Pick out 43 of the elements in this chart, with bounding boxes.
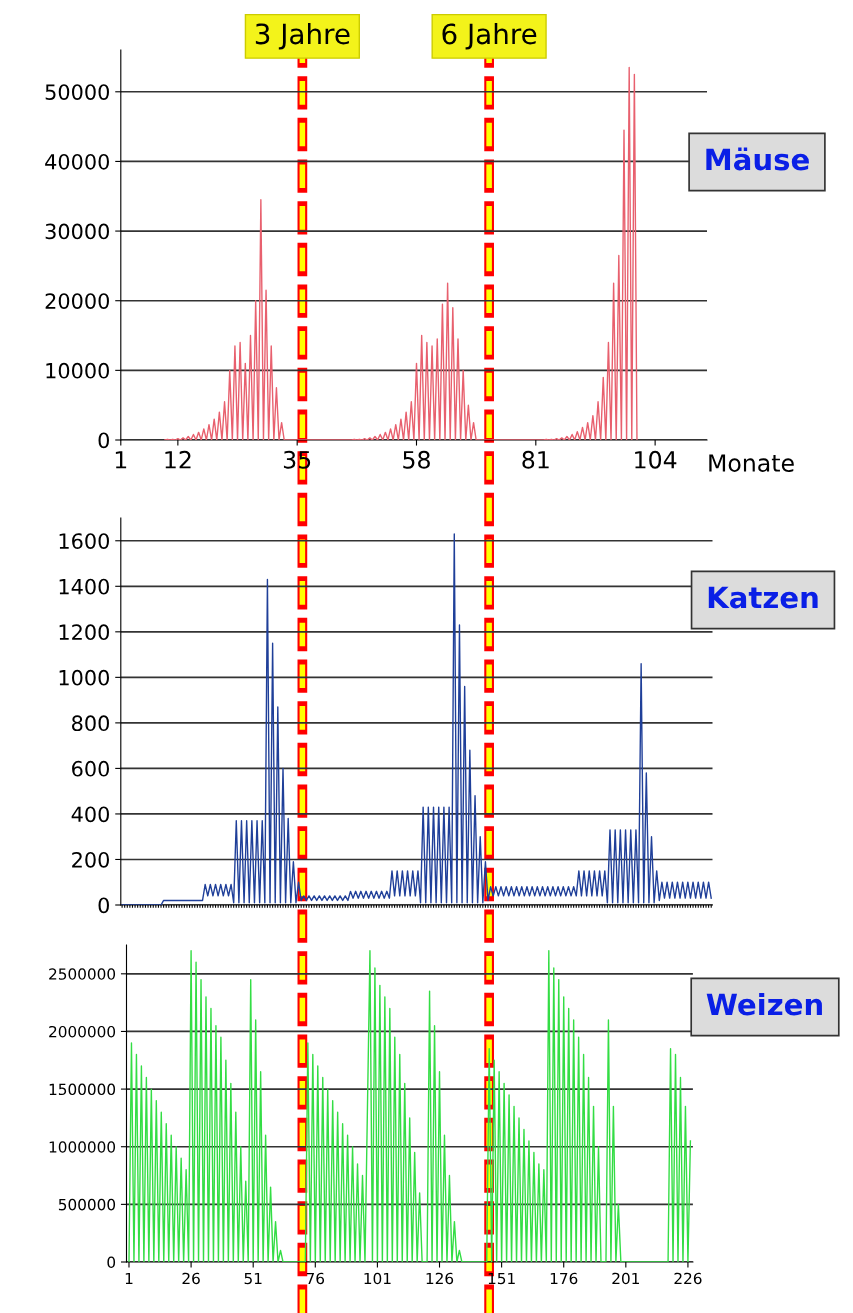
ref-line-label: 6 Jahre (442, 22, 537, 50)
y-tick-label: 1500000 (49, 1083, 116, 1096)
y-tick-label: 1000000 (49, 1141, 116, 1153)
text: Katzen (708, 586, 818, 609)
y-tick-label: 500000 (58, 1198, 116, 1211)
x-tick-label: 126 (426, 1272, 454, 1285)
x-tick-label: 104 (635, 450, 677, 469)
y-tick-label: 400 (71, 806, 109, 823)
x-tick-label: 1 (125, 1272, 133, 1285)
y-tick-label: 10000 (46, 362, 109, 379)
y-tick-label: 1200 (59, 624, 109, 641)
y-tick-label: 1000 (59, 669, 109, 686)
line-series (164, 66, 638, 440)
x-tick-label: 58 (403, 450, 430, 469)
y-tick-label: 0 (98, 897, 109, 914)
x-tick-label: 176 (550, 1272, 578, 1285)
y-tick-label: 50000 (45, 84, 109, 100)
x-tick-label: 151 (488, 1272, 515, 1285)
y-tick-label: 600 (72, 760, 109, 777)
y-tick-label: 0 (107, 1256, 116, 1269)
y-tick-label: 2500000 (49, 968, 116, 980)
x-axis-title: Monate (709, 454, 794, 472)
y-tick-label: 1600 (59, 533, 109, 549)
x-tick-label: 81 (522, 450, 549, 469)
x-tick-label: 51 (244, 1272, 262, 1285)
y-tick-label: 30000 (45, 223, 109, 240)
series-label: Weizen (706, 992, 822, 1016)
y-tick-label: 800 (72, 715, 109, 732)
x-tick-label: 26 (182, 1272, 200, 1285)
y-tick-label: 200 (72, 851, 109, 868)
y-tick-label: 2000000 (49, 1025, 116, 1038)
x-tick-label: 101 (364, 1272, 391, 1285)
x-tick-label: 226 (674, 1272, 702, 1285)
y-tick-label: 20000 (45, 293, 109, 309)
x-tick-label: 201 (612, 1272, 639, 1285)
ref-line-label: 3 Jahre (255, 22, 350, 50)
x-tick-label: 12 (165, 450, 191, 469)
x-tick-label: 76 (306, 1272, 325, 1285)
y-tick-label: 0 (98, 432, 109, 449)
y-tick-label: 40000 (45, 153, 109, 170)
y-tick-label: 1400 (59, 578, 109, 595)
text: Mäuse (706, 147, 809, 171)
x-tick-label: 1 (115, 451, 127, 469)
